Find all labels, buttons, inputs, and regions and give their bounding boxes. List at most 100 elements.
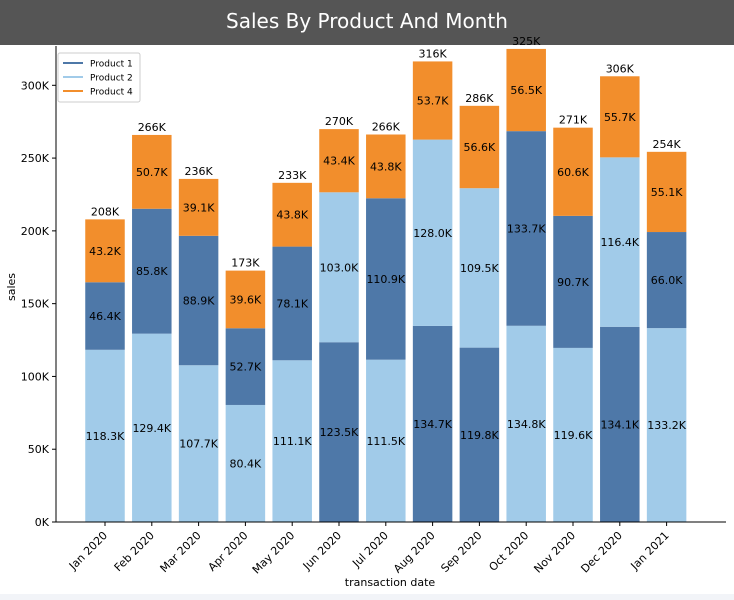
bar-segment: [553, 127, 593, 216]
x-tick-label: Oct 2020: [486, 529, 531, 574]
segment-value-label: 133.7K: [507, 222, 546, 235]
bar-segment: [366, 198, 406, 360]
segment-value-label: 118.3K: [86, 430, 125, 443]
bar-segment: [646, 232, 687, 329]
bar-total-label: 270K: [325, 115, 354, 128]
segment-value-label: 39.1K: [183, 201, 215, 214]
segment-value-label: 80.4K: [230, 457, 262, 470]
y-tick-label: 0K: [35, 516, 50, 529]
segment-value-label: 50.7K: [136, 166, 168, 179]
bar-segment: [132, 134, 172, 209]
segment-value-label: 43.8K: [276, 209, 308, 222]
bar-segments: [85, 48, 687, 522]
segment-value-label: 134.7K: [413, 418, 452, 431]
x-axis-label: transaction date: [345, 576, 436, 589]
segment-value-label: 43.4K: [323, 155, 355, 168]
chart-title: Sales By Product And Month: [226, 9, 508, 33]
segment-value-label: 56.5K: [510, 84, 542, 97]
bar-total-label: 254K: [652, 138, 681, 151]
bar-segment: [553, 347, 593, 522]
segment-value-label: 103.0K: [320, 261, 359, 274]
bar-segment: [506, 131, 546, 326]
bar-segment: [506, 325, 546, 522]
segment-value-label: 128.0K: [413, 227, 452, 240]
bar-segment: [319, 342, 359, 522]
bar-segment: [225, 404, 266, 522]
segment-value-label: 43.8K: [370, 160, 402, 173]
bar-total-label: 325K: [512, 35, 541, 48]
segment-value-label: 107.7K: [179, 438, 218, 451]
bar-total-label: 306K: [606, 62, 635, 75]
bar-total-label: 271K: [559, 114, 588, 127]
x-tick-label: Aug 2020: [391, 529, 438, 576]
bar-segment: [85, 349, 125, 522]
bar-segment: [459, 105, 500, 189]
segment-value-label: 55.7K: [604, 111, 636, 124]
segment-value-label: 111.5K: [366, 435, 405, 448]
bar-segment: [178, 235, 219, 366]
legend-box: [57, 52, 141, 103]
segment-value-label: 78.1K: [276, 297, 308, 310]
x-tick-label: Dec 2020: [578, 529, 625, 576]
x-tick-label: Jul 2020: [349, 529, 391, 571]
segment-value-label: 134.1K: [600, 418, 639, 431]
y-tick-label: 150K: [21, 298, 50, 311]
segment-value-label: 46.4K: [89, 310, 121, 323]
bar-total-label: 236K: [184, 165, 213, 178]
bar-segment: [319, 129, 359, 193]
bar-segment: [132, 208, 172, 334]
x-axis-ticks: Jan 2020 Feb 2020 Mar 2020 Apr 2020 May 2020…: [66, 522, 672, 576]
segment-value-label: 60.6K: [557, 166, 589, 179]
bar-segment: [272, 246, 312, 361]
y-tick-label: 200K: [21, 225, 50, 238]
y-axis-label: sales: [5, 273, 18, 301]
segment-value-label: 119.8K: [460, 429, 499, 442]
axes: [55, 46, 726, 523]
segment-value-label: 43.2K: [89, 245, 121, 258]
legend-label: Product 4: [90, 88, 133, 98]
y-axis-ticks: 0K 50K 100K 150K 200K 250K 300K: [21, 79, 56, 529]
segment-value-label: 110.9K: [366, 273, 405, 286]
bar-segment: [225, 328, 266, 405]
segment-value-label: 129.4K: [132, 422, 171, 435]
y-tick-label: 100K: [21, 370, 50, 383]
bar-segment: [412, 61, 453, 140]
bar-segment: [366, 359, 406, 522]
legend-label: Product 2: [90, 74, 133, 84]
x-tick-label: Mar 2020: [158, 529, 204, 575]
x-tick-label: Apr 2020: [206, 529, 251, 574]
bar-segment: [272, 360, 312, 522]
bar-segment: [85, 219, 125, 283]
bar-segment: [553, 215, 593, 348]
bar-segment: [132, 333, 172, 522]
bar-total-label: 233K: [278, 169, 307, 182]
segment-value-label: 116.4K: [600, 236, 639, 249]
bar-segment: [506, 48, 546, 132]
chart-header: Sales By Product And Month: [0, 0, 734, 45]
bar-segment: [178, 365, 219, 522]
bar-segment: [319, 192, 359, 343]
bar-segment: [85, 282, 125, 350]
segment-value-label: 53.7K: [417, 95, 449, 108]
segment-value-labels: 118.3K 46.4K 43.2K 129.4K 85.8K 50.7K 107.7K 88…: [86, 84, 687, 470]
bar-total-label: 173K: [231, 257, 260, 270]
bottom-strip: [0, 594, 734, 600]
segment-value-label: 111.1K: [273, 435, 312, 448]
segment-value-label: 119.6K: [554, 429, 593, 442]
bar-segment: [412, 325, 453, 522]
bar-total-label: 286K: [465, 92, 494, 105]
bar-segment: [412, 139, 453, 326]
bar-segment: [600, 157, 640, 327]
segment-value-label: 39.6K: [230, 293, 262, 306]
x-tick-label: May 2020: [250, 529, 298, 577]
segment-value-label: 66.0K: [651, 274, 683, 287]
x-tick-label: Jan 2021: [628, 529, 672, 573]
x-tick-label: Jun 2020: [300, 529, 344, 573]
bar-segment: [600, 326, 640, 522]
x-tick-label: Sep 2020: [438, 529, 484, 575]
bar-segment: [646, 151, 687, 233]
bar-segment: [600, 76, 640, 158]
x-tick-label: Nov 2020: [531, 529, 578, 576]
bar-segment: [646, 328, 687, 522]
